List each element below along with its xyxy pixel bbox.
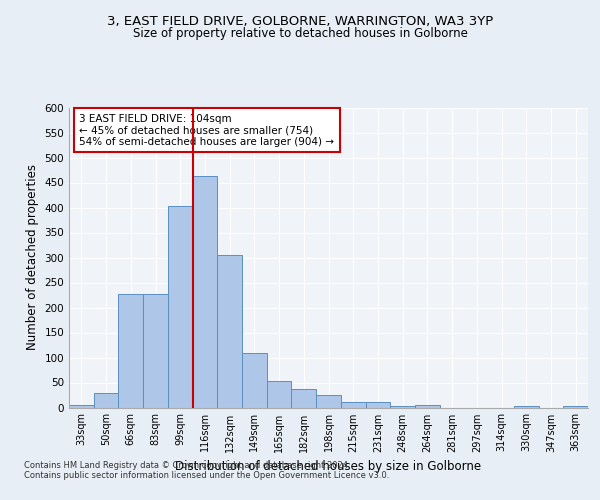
Bar	[217, 255, 242, 408]
Bar	[267, 381, 292, 407]
Text: Contains HM Land Registry data © Crown copyright and database right 2024.: Contains HM Land Registry data © Crown c…	[24, 461, 350, 470]
Bar	[69, 405, 94, 407]
Bar	[365, 402, 390, 407]
Bar	[316, 395, 341, 407]
Text: Size of property relative to detached houses in Golborne: Size of property relative to detached ho…	[133, 28, 467, 40]
Bar	[94, 392, 118, 407]
Bar	[514, 406, 539, 407]
Text: 3 EAST FIELD DRIVE: 104sqm
← 45% of detached houses are smaller (754)
54% of sem: 3 EAST FIELD DRIVE: 104sqm ← 45% of deta…	[79, 114, 334, 146]
Text: 3, EAST FIELD DRIVE, GOLBORNE, WARRINGTON, WA3 3YP: 3, EAST FIELD DRIVE, GOLBORNE, WARRINGTO…	[107, 15, 493, 28]
Bar	[415, 405, 440, 407]
Text: Contains public sector information licensed under the Open Government Licence v3: Contains public sector information licen…	[24, 471, 389, 480]
X-axis label: Distribution of detached houses by size in Golborne: Distribution of detached houses by size …	[175, 460, 482, 473]
Bar	[143, 294, 168, 408]
Bar	[341, 402, 365, 407]
Bar	[118, 294, 143, 408]
Bar	[390, 406, 415, 407]
Bar	[292, 388, 316, 407]
Bar	[168, 206, 193, 408]
Y-axis label: Number of detached properties: Number of detached properties	[26, 164, 39, 350]
Bar	[193, 176, 217, 408]
Bar	[242, 352, 267, 408]
Bar	[563, 406, 588, 407]
